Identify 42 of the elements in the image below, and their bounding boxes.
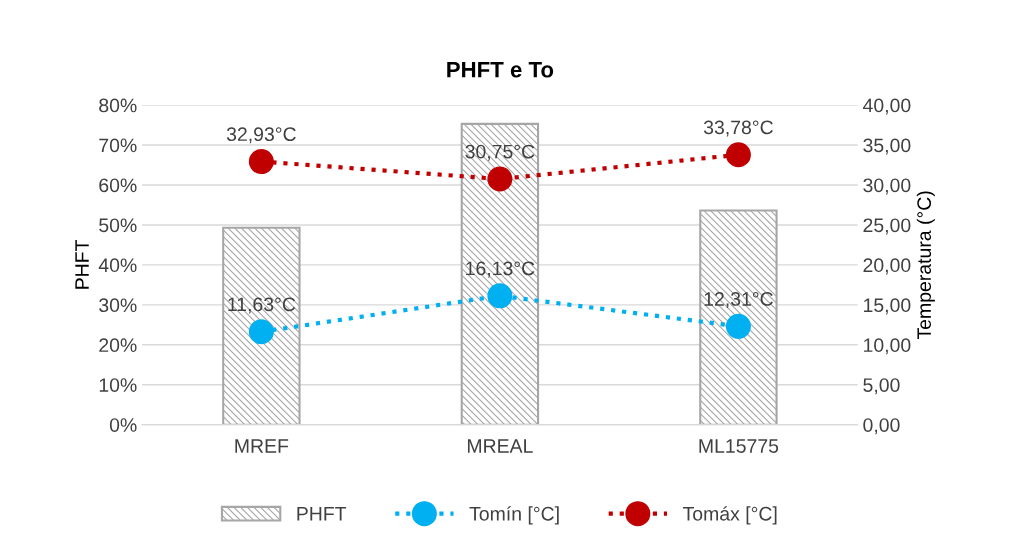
bar <box>222 226 301 425</box>
point <box>725 313 751 339</box>
x-tick-label: ML15775 <box>699 439 779 453</box>
y2-tick-label: 20,00 <box>863 258 911 275</box>
y-tick-label: 80% <box>99 98 137 113</box>
y2-tick-label: 0,00 <box>863 418 900 435</box>
y-tick-label: 30% <box>99 298 137 313</box>
legend-label: Tomín [°C] <box>469 506 559 525</box>
point <box>487 283 513 309</box>
bar <box>699 209 778 425</box>
y2-tick-label: 25,00 <box>863 218 911 235</box>
y-tick-label: 60% <box>99 178 137 193</box>
point <box>248 319 274 345</box>
y-tick-label: 50% <box>99 218 137 233</box>
y-axis-title: PHFT <box>75 239 89 289</box>
data-label: 16,13°C <box>466 261 535 278</box>
data-label: 30,75°C <box>465 144 535 161</box>
y-tick-label: 0% <box>109 418 137 432</box>
point <box>725 142 751 168</box>
data-label: 32,93°C <box>226 127 296 144</box>
bar <box>460 122 540 425</box>
y-tick-label: 70% <box>99 138 137 153</box>
y-tick-label: 20% <box>99 338 137 353</box>
y2-tick-label: 15,00 <box>864 298 911 315</box>
chart-title: PHFT e To <box>447 62 554 78</box>
x-tick-label: MREAL <box>467 439 533 453</box>
y-tick-label: 40% <box>98 258 137 273</box>
x-tick-label: MREF <box>235 439 289 453</box>
legend-label: PHFT <box>297 507 347 521</box>
y2-tick-label: 35,00 <box>863 138 911 155</box>
data-label: 11,63°C <box>228 297 296 314</box>
y2-tick-label: 10,00 <box>864 338 911 355</box>
y2-tick-label: 5,00 <box>863 378 900 395</box>
point <box>248 149 274 175</box>
legend-label: Tomáx [°C] <box>682 506 777 525</box>
data-label: 33,78°C <box>703 120 773 137</box>
data-label: 12,31°C <box>704 292 773 309</box>
y2-tick-label: 30,00 <box>863 178 911 195</box>
point <box>487 166 513 192</box>
y-tick-label: 10% <box>99 378 137 392</box>
y2-tick-label: 40,00 <box>862 98 911 115</box>
y2-axis-title: Temperatura (°C) <box>916 191 935 340</box>
